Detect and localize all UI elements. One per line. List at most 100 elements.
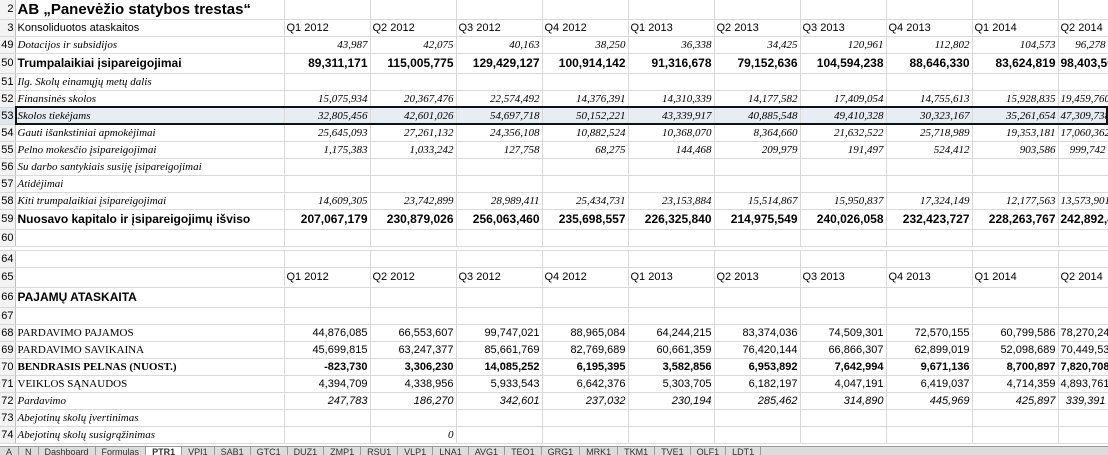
value-cell[interactable]	[1058, 229, 1108, 247]
value-cell[interactable]	[542, 287, 629, 308]
value-cell[interactable]: 44,876,085	[284, 324, 371, 342]
value-cell[interactable]	[542, 307, 629, 325]
value-cell[interactable]: 112,802	[886, 36, 973, 54]
value-cell[interactable]: Q2 2012	[370, 267, 457, 288]
value-cell[interactable]: Q3 2013	[800, 19, 887, 37]
row-label-cell[interactable]: Ilg. Skolų einamųjų metų dalis	[15, 73, 285, 91]
value-cell[interactable]	[456, 307, 543, 325]
tab-dashboard[interactable]: Dashboard	[39, 447, 96, 455]
row-label-cell[interactable]	[15, 307, 285, 325]
row-label-cell[interactable]: BENDRASIS PELNAS (NUOST.)	[15, 358, 285, 376]
value-cell[interactable]	[800, 307, 887, 325]
row-label-cell[interactable]: Skolos tiekėjams	[15, 107, 285, 125]
value-cell[interactable]: 15,075,934	[284, 90, 371, 108]
value-cell[interactable]: 104,573	[972, 36, 1059, 54]
value-cell[interactable]	[800, 287, 887, 308]
value-cell[interactable]	[714, 229, 801, 247]
value-cell[interactable]: 1,033,242	[370, 141, 457, 159]
value-cell[interactable]	[284, 307, 371, 325]
value-cell[interactable]	[714, 73, 801, 91]
tab-vlp1[interactable]: VLP1	[398, 447, 434, 455]
row-header[interactable]: 53	[0, 107, 16, 125]
tab-sab1[interactable]: SAB1	[215, 447, 251, 455]
value-cell[interactable]	[972, 426, 1059, 444]
value-cell[interactable]	[886, 73, 973, 91]
row-header[interactable]: 52	[0, 90, 16, 108]
value-cell[interactable]	[284, 250, 371, 268]
value-cell[interactable]: Q4 2012	[542, 267, 629, 288]
value-cell[interactable]	[370, 409, 457, 427]
tab-gtc1[interactable]: GTC1	[251, 447, 288, 455]
value-cell[interactable]: 24,356,108	[456, 124, 543, 142]
value-cell[interactable]	[628, 409, 715, 427]
value-cell[interactable]: 7,642,994	[800, 358, 887, 376]
value-cell[interactable]	[800, 426, 887, 444]
value-cell[interactable]: 27,261,132	[370, 124, 457, 142]
value-cell[interactable]: -823,730	[284, 358, 371, 376]
value-cell[interactable]	[886, 409, 973, 427]
value-cell[interactable]	[370, 250, 457, 268]
value-cell[interactable]: 144,468	[628, 141, 715, 159]
value-cell[interactable]	[456, 175, 543, 193]
value-cell[interactable]	[972, 287, 1059, 308]
value-cell[interactable]	[972, 175, 1059, 193]
tab-rsu1[interactable]: RSU1	[361, 447, 399, 455]
value-cell[interactable]	[542, 250, 629, 268]
value-cell[interactable]: 214,975,549	[714, 209, 801, 230]
row-header[interactable]: 73	[0, 409, 16, 427]
value-cell[interactable]	[972, 229, 1059, 247]
tab-mrk1[interactable]: MRK1	[580, 447, 619, 455]
value-cell[interactable]	[542, 409, 629, 427]
value-cell[interactable]: 6,642,376	[542, 375, 629, 393]
value-cell[interactable]: 89,311,171	[284, 53, 371, 74]
value-cell[interactable]	[456, 426, 543, 444]
value-cell[interactable]	[370, 0, 457, 20]
value-cell[interactable]: 91,316,678	[628, 53, 715, 74]
value-cell[interactable]: Q1 2013	[628, 267, 715, 288]
value-cell[interactable]	[628, 250, 715, 268]
value-cell[interactable]: 20,367,476	[370, 90, 457, 108]
value-cell[interactable]	[284, 229, 371, 247]
value-cell[interactable]: Q1 2012	[284, 19, 371, 37]
value-cell[interactable]: 14,376,391	[542, 90, 629, 108]
row-header[interactable]: 65	[0, 267, 16, 288]
value-cell[interactable]: 445,969	[886, 392, 973, 410]
row-header[interactable]: 59	[0, 209, 16, 230]
value-cell[interactable]: Q1 2012	[284, 267, 371, 288]
value-cell[interactable]: 54,697,718	[456, 107, 543, 125]
value-cell[interactable]: Q3 2012	[456, 19, 543, 37]
value-cell[interactable]	[542, 229, 629, 247]
value-cell[interactable]: 524,412	[886, 141, 973, 159]
value-cell[interactable]	[972, 0, 1059, 20]
row-label-cell[interactable]	[15, 229, 285, 247]
row-header[interactable]: 67	[0, 307, 16, 325]
value-cell[interactable]	[1058, 73, 1108, 91]
tab-ldt1[interactable]: LDT1	[726, 447, 762, 455]
value-cell[interactable]: 88,965,084	[542, 324, 629, 342]
row-label-cell[interactable]: Trumpalaikiai įsipareigojimai	[15, 53, 285, 74]
value-cell[interactable]: 43,339,917	[628, 107, 715, 125]
tab-a[interactable]: A	[0, 447, 20, 455]
row-header[interactable]: 74	[0, 426, 16, 444]
value-cell[interactable]	[800, 73, 887, 91]
value-cell[interactable]: 40,163	[456, 36, 543, 54]
value-cell[interactable]: 68,275	[542, 141, 629, 159]
row-label-cell[interactable]: Pardavimo	[15, 392, 285, 410]
value-cell[interactable]: 8,364,660	[714, 124, 801, 142]
tab-olf1[interactable]: OLF1	[691, 447, 727, 455]
value-cell[interactable]: 903,586	[972, 141, 1059, 159]
value-cell[interactable]	[886, 158, 973, 176]
row-label-cell[interactable]: PARDAVIMO SAVIKAINA	[15, 341, 285, 359]
value-cell[interactable]: 242,892,454	[1058, 209, 1108, 230]
value-cell[interactable]	[800, 0, 887, 20]
value-cell[interactable]: 17,060,362	[1058, 124, 1108, 142]
value-cell[interactable]: 342,601	[456, 392, 543, 410]
row-label-cell[interactable]: Nuosavo kapitalo ir įsipareigojimų išvis…	[15, 209, 285, 230]
value-cell[interactable]: 207,067,179	[284, 209, 371, 230]
row-label-cell[interactable]: Atidėjimai	[15, 175, 285, 193]
value-cell[interactable]	[456, 287, 543, 308]
value-cell[interactable]: 104,594,238	[800, 53, 887, 74]
value-cell[interactable]: Q2 2013	[714, 267, 801, 288]
value-cell[interactable]: 100,914,142	[542, 53, 629, 74]
value-cell[interactable]: 88,646,330	[886, 53, 973, 74]
